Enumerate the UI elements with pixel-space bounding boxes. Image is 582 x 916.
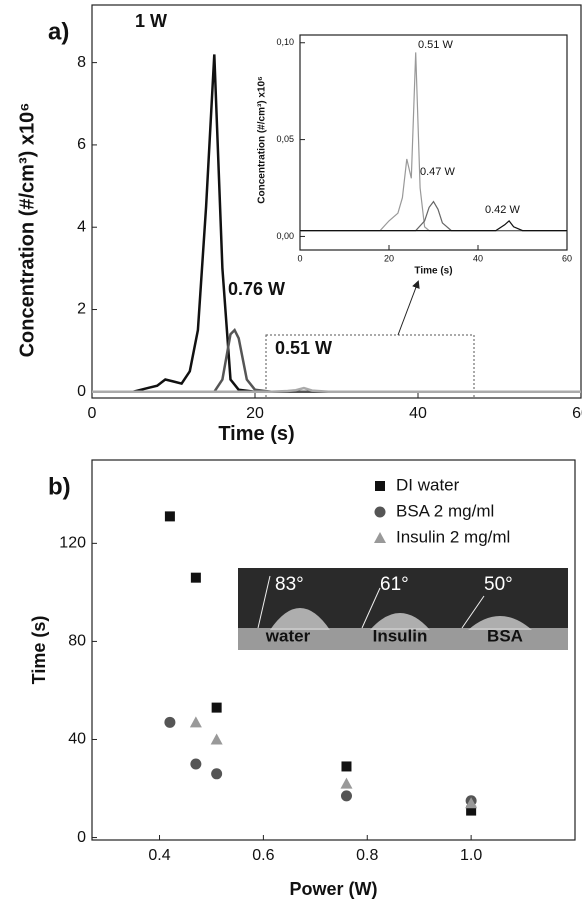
x-tick-label: 60 (562, 253, 572, 263)
y-tick-label: 4 (77, 218, 86, 235)
y-tick-label: 120 (59, 535, 86, 552)
marker (341, 761, 352, 772)
y-tick-label: 6 (77, 136, 86, 153)
line (300, 52, 567, 232)
y-tick-label: 8 (77, 54, 86, 71)
y-tick-label: 80 (68, 633, 86, 650)
x-tick-label: 40 (409, 405, 427, 422)
x-axis-label: Time (s) (218, 423, 294, 445)
zoom-arrow (397, 280, 420, 336)
x-tick-label: 60 (572, 405, 582, 422)
x-tick-label: 20 (384, 253, 394, 263)
y-axis-label: Concentration (#/cm³) x10⁶ (16, 103, 38, 358)
liquid-label: water (265, 626, 311, 645)
marker (340, 777, 353, 789)
x-tick-label: 0.6 (252, 847, 274, 864)
x-tick-label: 0 (297, 253, 302, 263)
x-tick-label: 40 (473, 253, 483, 263)
line-annotation: 0.47 W (420, 166, 455, 178)
line-annotation: 0.76 W (228, 279, 285, 299)
line (300, 200, 567, 232)
line-annotation: 0.51 W (418, 39, 453, 51)
marker (190, 572, 201, 583)
legend-label: DI water (396, 475, 460, 494)
legend-label: BSA 2 mg/ml (396, 501, 494, 520)
marker (465, 797, 478, 809)
x-tick-label: 0.8 (356, 847, 378, 864)
marker (210, 733, 223, 745)
line-annotation: 1 W (135, 11, 167, 31)
marker (211, 702, 222, 713)
contact-angle: 83° (275, 574, 304, 595)
legend-label: Insulin 2 mg/ml (396, 527, 510, 546)
x-axis-label: Time (s) (414, 265, 452, 276)
marker (340, 790, 352, 802)
marker (189, 716, 202, 728)
legend-marker (375, 481, 385, 491)
line (300, 220, 567, 232)
y-axis-label: Concentration (#/cm³) x10⁶ (257, 76, 268, 203)
y-tick-label: 2 (77, 301, 86, 318)
line (92, 327, 581, 394)
marker (164, 511, 175, 522)
marker (164, 716, 176, 728)
line-annotation: 0.51 W (275, 338, 332, 358)
contact-angle: 50° (484, 574, 513, 595)
y-tick-label: 0,00 (276, 231, 294, 241)
plot-frame (91, 459, 576, 841)
x-tick-label: 20 (246, 405, 264, 422)
inset-photo (238, 568, 568, 650)
legend-marker (374, 506, 386, 518)
liquid-label: Insulin (373, 626, 428, 645)
x-tick-label: 1.0 (460, 847, 482, 864)
marker (466, 805, 477, 816)
plot-frame (299, 34, 568, 251)
panel-label: b) (48, 473, 71, 500)
x-axis-label: Power (W) (290, 879, 378, 899)
y-axis-label: Time (s) (29, 616, 49, 685)
legend-marker (374, 532, 386, 543)
y-tick-label: 0 (77, 383, 86, 400)
y-tick-label: 0,10 (276, 37, 294, 47)
line-annotation: 0.42 W (485, 204, 520, 216)
marker (190, 758, 202, 770)
panel-label: a) (48, 18, 69, 45)
y-tick-label: 0 (77, 829, 86, 846)
x-tick-label: 0 (88, 405, 97, 422)
y-tick-label: 0,05 (276, 134, 294, 144)
line (92, 386, 581, 394)
marker (211, 768, 223, 780)
zoom-box (265, 334, 475, 399)
plot-frame (91, 4, 582, 399)
liquid-label: BSA (487, 626, 523, 645)
y-tick-label: 40 (68, 731, 86, 748)
contact-angle: 61° (380, 574, 409, 595)
line (92, 54, 581, 394)
x-tick-label: 0.4 (148, 847, 170, 864)
